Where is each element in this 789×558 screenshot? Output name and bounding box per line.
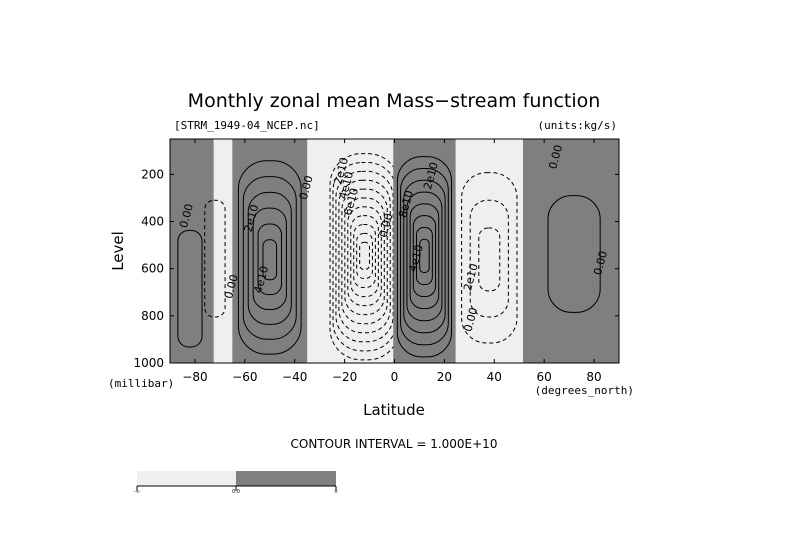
x-tick-label: 40 xyxy=(487,370,502,384)
contour-line xyxy=(332,162,397,352)
contour-label: 0.00 xyxy=(177,202,196,229)
contour-line xyxy=(262,239,278,281)
x-tick-label: 60 xyxy=(537,370,552,384)
colorbar-label-min: -∞ xyxy=(134,489,140,495)
southern-ferrel-cell xyxy=(204,199,226,318)
contour-line xyxy=(350,215,379,298)
contour-line xyxy=(412,215,437,298)
y-tick-label: 800 xyxy=(141,309,164,323)
contour-line xyxy=(478,227,501,292)
southern-hadley-cell xyxy=(232,139,308,363)
x-tick-label: −20 xyxy=(332,370,357,384)
contour-line xyxy=(353,224,376,289)
contour-line xyxy=(177,229,203,348)
contour-line xyxy=(359,241,370,270)
contour-line xyxy=(400,167,449,346)
file-label: [STRM_1949-04_NCEP.nc] xyxy=(174,119,320,132)
contour-line xyxy=(344,197,385,316)
units-label: (units:kg/s) xyxy=(538,119,617,132)
contour-line xyxy=(406,191,443,322)
x-tick-label: 80 xyxy=(586,370,601,384)
chart-title: Monthly zonal mean Mass−stream function xyxy=(188,90,601,112)
contour-line xyxy=(237,160,302,355)
contour-line xyxy=(419,238,430,273)
x-tick-label: 20 xyxy=(437,370,452,384)
contour-line xyxy=(242,176,297,340)
contour-interval-label: CONTOUR INTERVAL = 1.000E+10 xyxy=(291,437,498,451)
y-tick-label: 200 xyxy=(141,167,164,181)
positive-region xyxy=(393,139,456,363)
y-tick-label: 600 xyxy=(141,262,164,276)
southern-polar-cell xyxy=(170,139,214,363)
contour-line xyxy=(409,203,440,310)
positive-region xyxy=(232,139,308,363)
x-tick-label: −40 xyxy=(282,370,307,384)
contour-line xyxy=(415,226,433,286)
northern-polar-cell xyxy=(522,139,619,363)
x-tick-label: 0 xyxy=(391,370,399,384)
contour-line xyxy=(461,172,518,344)
contour-line xyxy=(396,156,452,358)
contour-line xyxy=(257,223,282,296)
y-tick-label: 1000 xyxy=(133,356,164,370)
contour-line xyxy=(356,232,373,280)
axis-ticks: −80 −60 −40 −20 0 20 40 60 80 200 400 600 800 1000 xyxy=(133,139,619,384)
contour-line xyxy=(547,195,601,313)
contour-label: 0.00 xyxy=(591,250,610,277)
contour-line xyxy=(252,207,287,311)
positive-region xyxy=(170,139,214,363)
contour-label: 0.00 xyxy=(461,306,480,333)
x-units-label: (degrees_north) xyxy=(535,384,634,397)
y-units-label: (millibar) xyxy=(108,377,174,390)
colorbar-label-zero: 0.0 xyxy=(232,489,240,495)
y-tick-label: 400 xyxy=(141,215,164,229)
contour-label: 0.00 xyxy=(222,273,241,300)
contour-line xyxy=(338,179,391,334)
colorbar: -∞ 0.0 ∞ xyxy=(134,471,338,495)
contour-line xyxy=(335,170,394,343)
x-tick-label: −60 xyxy=(232,370,257,384)
contour-label: 0.00 xyxy=(377,212,396,239)
contour-line xyxy=(403,179,446,334)
contour-line xyxy=(204,199,226,318)
colorbar-label-max: ∞ xyxy=(334,489,338,495)
northern-hadley-cell xyxy=(393,139,456,363)
contour-line xyxy=(469,199,509,318)
y-axis-label: Level xyxy=(109,231,127,271)
colorbar-positive-swatch xyxy=(236,471,336,486)
contour-line xyxy=(341,188,388,325)
positive-region xyxy=(522,139,619,363)
contour-label: 0.00 xyxy=(546,143,565,170)
x-axis-label: Latitude xyxy=(363,401,425,419)
contour-label: 0.00 xyxy=(297,174,316,201)
contour-line xyxy=(347,206,382,307)
x-tick-label: −80 xyxy=(182,370,207,384)
contour-line xyxy=(247,191,292,325)
northern-ferrel-cell xyxy=(461,172,518,344)
colorbar-negative-swatch xyxy=(137,471,236,486)
